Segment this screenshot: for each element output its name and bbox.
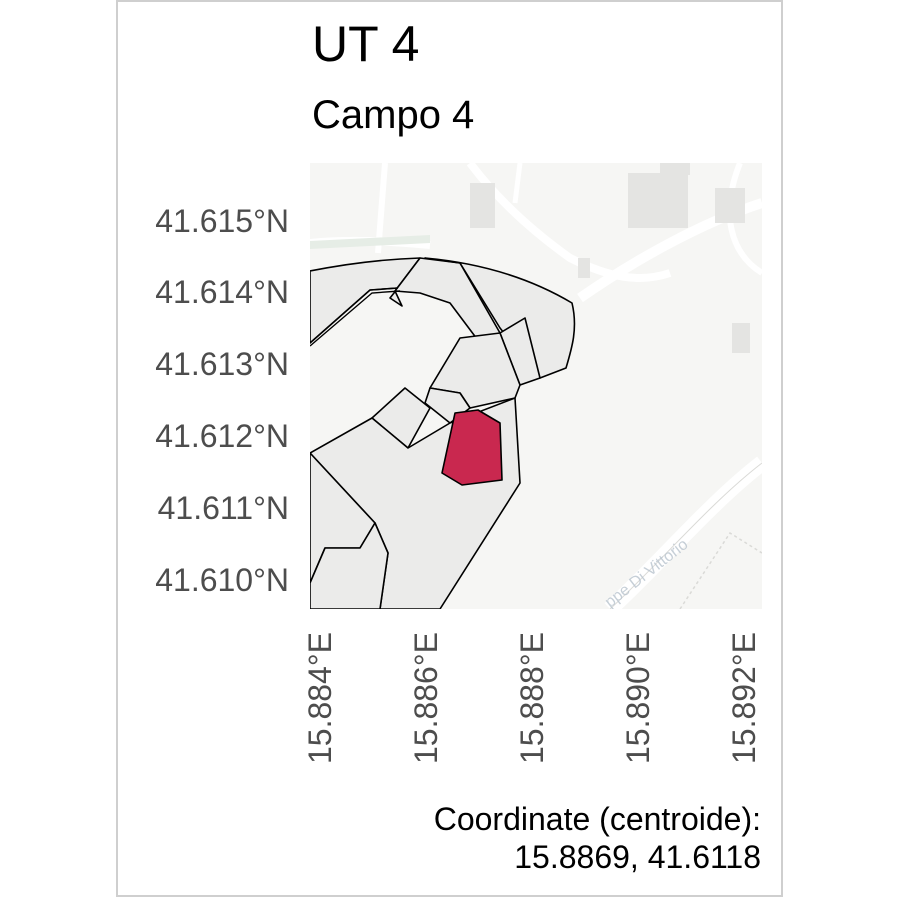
x-tick-label: 15.892°E xyxy=(726,632,762,765)
y-tick-label: 41.614°N xyxy=(155,274,289,310)
basemap-buildings xyxy=(470,163,750,353)
map-panel[interactable]: ppe Di Vittorio xyxy=(310,163,762,609)
building-d xyxy=(732,323,750,353)
map-subtitle: Campo 4 xyxy=(312,93,475,137)
parcel-south-bottom[interactable] xyxy=(310,522,389,609)
centroid-caption-label: Coordinate (centroide): xyxy=(433,801,761,837)
map-title: UT 4 xyxy=(312,16,420,72)
y-tick-label: 41.613°N xyxy=(155,346,289,382)
parcel-inner-line-1 xyxy=(310,287,399,344)
building-b xyxy=(470,183,495,228)
x-tick-label: 15.884°E xyxy=(302,632,338,765)
x-tick-label: 15.886°E xyxy=(408,632,444,765)
road-edge-lower xyxy=(609,462,762,609)
building-a xyxy=(628,173,688,228)
parcel-northeast[interactable] xyxy=(424,257,576,379)
road-vertical-mid xyxy=(512,163,523,204)
y-tick-label: 41.610°N xyxy=(155,562,289,598)
x-tick-label: 15.890°E xyxy=(620,632,656,765)
building-e xyxy=(578,258,590,278)
y-tick-label: 41.611°N xyxy=(157,490,289,526)
road-diagonal-upper xyxy=(466,163,672,282)
road-right-curve xyxy=(726,163,762,276)
parcel-inner-line-2 xyxy=(310,290,401,347)
road-edge-lower-right xyxy=(679,531,762,609)
survey-unit-ut4[interactable] xyxy=(441,409,503,486)
map-canvas[interactable]: ppe Di Vittorio xyxy=(310,163,762,609)
centroid-caption-value: 15.8869, 41.6118 xyxy=(514,839,761,875)
x-tick-label: 15.888°E xyxy=(514,632,550,765)
building-f xyxy=(660,163,690,175)
y-tick-label: 41.612°N xyxy=(155,418,289,454)
y-tick-label: 41.615°N xyxy=(155,203,289,239)
grass-strip xyxy=(310,235,430,249)
building-c xyxy=(715,188,745,223)
